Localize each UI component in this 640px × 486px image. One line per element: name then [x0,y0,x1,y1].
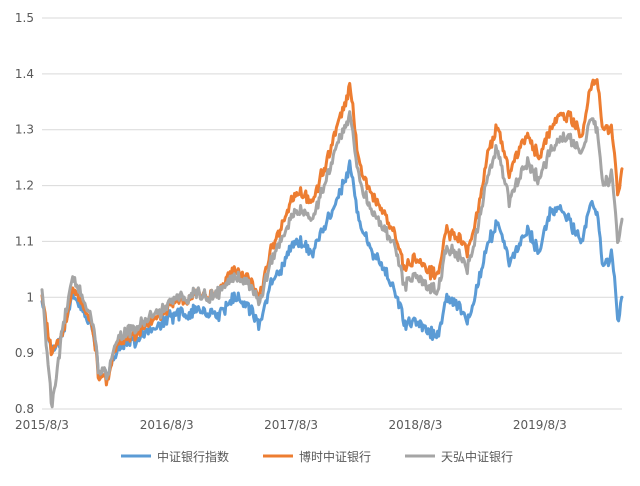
y-tick-label: 1.4 [15,67,34,81]
series-line-2 [40,110,624,409]
series-line-1 [40,78,624,387]
x-tick-label: 2015/8/3 [15,418,69,432]
legend-label: 中证银行指数 [157,449,229,464]
x-tick-label: 2016/8/3 [140,418,194,432]
y-tick-label: 1.1 [15,234,34,248]
y-tick-label: 0.8 [15,402,34,416]
legend-label: 天弘中证银行 [441,449,513,464]
x-tick-label: 2017/8/3 [264,418,318,432]
series-line-0 [40,159,624,382]
y-tick-label: 0.9 [15,346,34,360]
y-tick-label: 1.5 [15,11,34,25]
x-tick-label: 2018/8/3 [389,418,443,432]
x-tick-label: 2019/8/3 [513,418,567,432]
legend-label: 博时中证银行 [299,449,371,464]
y-tick-label: 1.3 [15,123,34,137]
y-tick-label: 1 [26,290,34,304]
y-tick-label: 1.2 [15,179,34,193]
